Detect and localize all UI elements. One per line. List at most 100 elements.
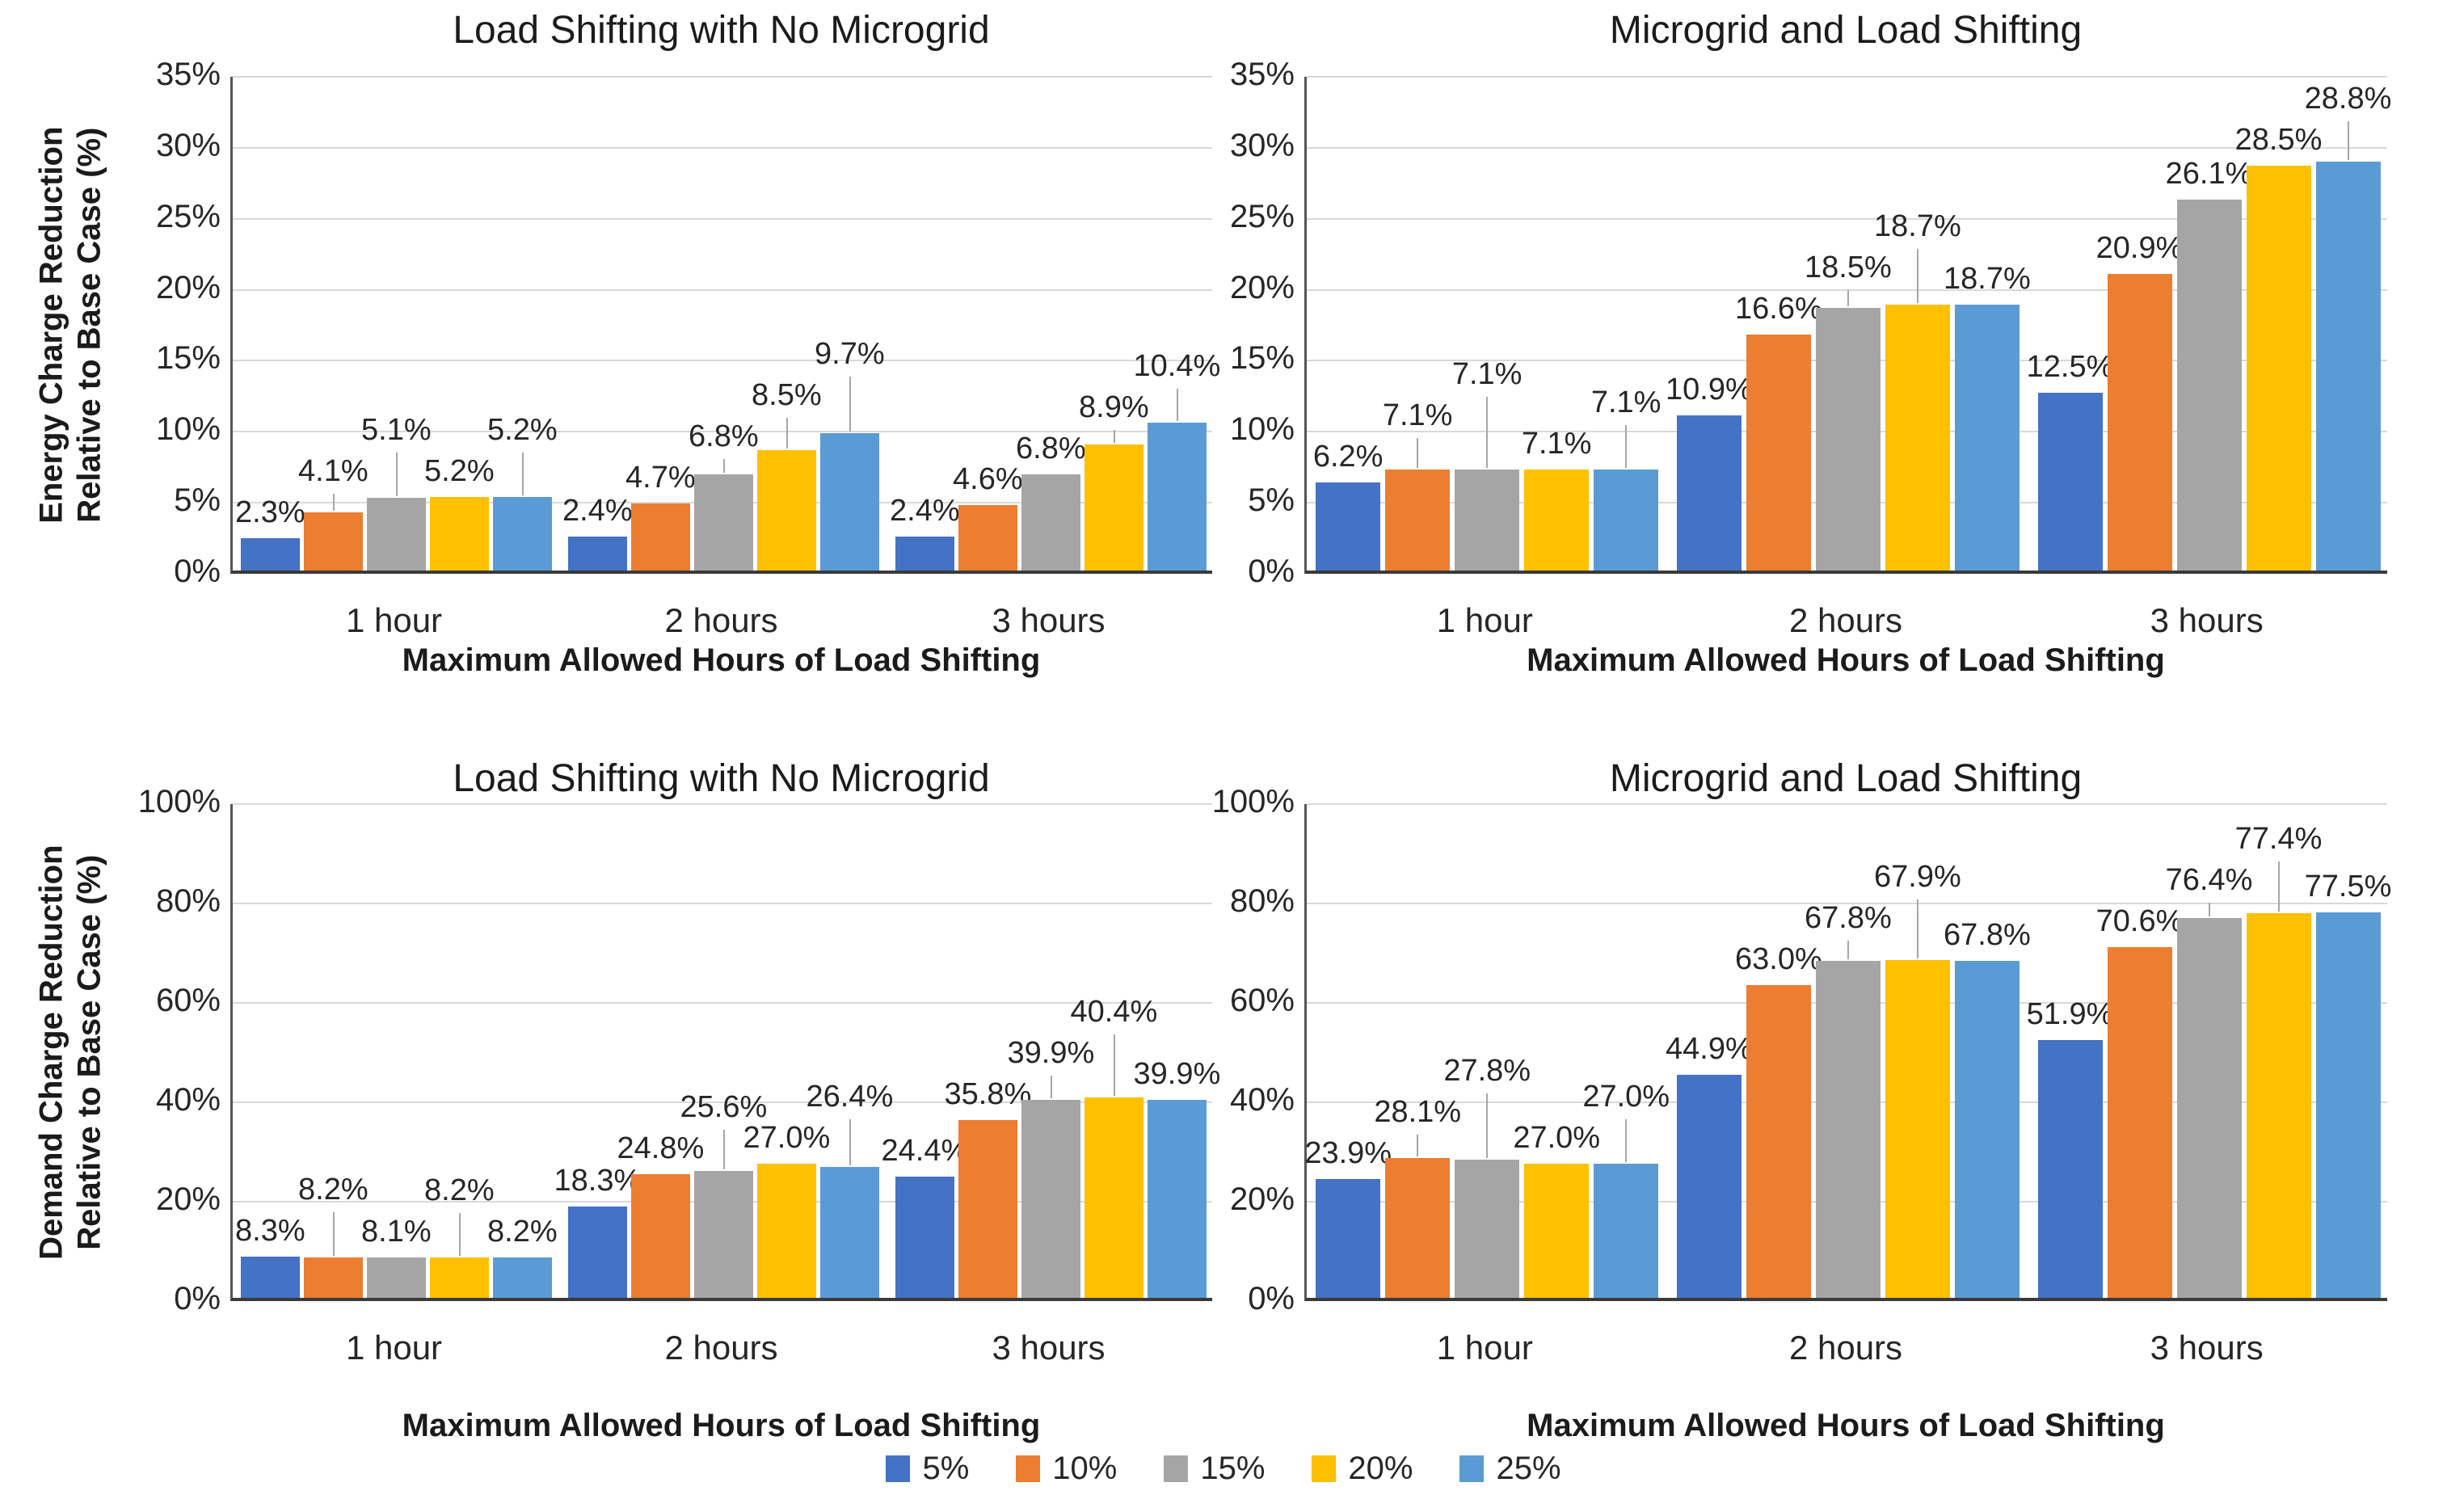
x-category-label: 2 hours — [664, 601, 778, 639]
label-leader-line — [785, 418, 788, 449]
plot-area: 8.3% 8.2% 8.1% 8.2% 8.2% 18.3% 24.8% 25.6% 27.0%… — [230, 803, 1220, 1301]
bar-value-label: 8.5% — [752, 378, 822, 413]
label-leader-line — [1113, 1034, 1115, 1096]
bar-5%-3-hours — [895, 536, 954, 571]
label-leader-line — [849, 1118, 851, 1165]
bar-value-label: 20.9% — [2095, 230, 2184, 265]
bar-10%-3-hours — [958, 505, 1017, 571]
bar-value-label: 2.4% — [562, 493, 633, 528]
x-category-label: 2 hours — [664, 1329, 778, 1367]
chart-title: Load Shifting with No Microgrid — [453, 9, 990, 52]
legend-swatch — [1459, 1455, 1485, 1482]
x-category-label: 3 hours — [2150, 601, 2264, 639]
bar-5%-2-hours — [1677, 1074, 1742, 1298]
bar-20%-3-hours — [1085, 1097, 1143, 1298]
label-leader-line — [1847, 940, 1849, 960]
gridline — [1307, 146, 2387, 149]
bar-value-label: 6.2% — [1312, 440, 1384, 474]
label-leader-line — [2208, 902, 2210, 917]
bar-15%-1-hour — [367, 498, 426, 571]
bar-value-label: 70.6% — [2095, 903, 2184, 938]
gridline — [233, 803, 1212, 805]
label-leader-line — [1417, 438, 1419, 469]
y-tick-label: 20% — [155, 269, 221, 305]
bar-10%-3-hours — [2107, 946, 2172, 1298]
bar-value-label: 8.3% — [235, 1213, 305, 1248]
bar-value-label: 26.1% — [2165, 157, 2253, 192]
label-leader-line — [849, 377, 851, 432]
y-tick-label: 25% — [1229, 198, 1295, 234]
label-leader-line — [458, 1213, 461, 1256]
label-leader-line — [1050, 1075, 1052, 1098]
gridline — [233, 360, 1212, 362]
x-axis-title: Maximum Allowed Hours of Load Shifting — [1527, 1408, 2165, 1443]
label-leader-line — [1176, 388, 1178, 422]
y-tick-label: 15% — [1229, 340, 1295, 377]
bar-value-label: 16.6% — [1735, 292, 1822, 326]
bar-value-label: 27.0% — [1513, 1120, 1601, 1155]
bar-value-label: 5.2% — [487, 412, 558, 447]
bar-value-label: 7.1% — [1590, 385, 1662, 420]
plot-area: 2.3% 4.1% 5.1% 5.2% 5.2% 2.4% 4.7% 6.8% 8.5% 9.7%… — [230, 76, 1220, 574]
bar-15%-3-hours — [1021, 1099, 1080, 1298]
gridline — [1307, 803, 2387, 805]
bar-15%-1-hour — [1455, 470, 1520, 571]
bar-20%-2-hours — [1885, 305, 1950, 571]
x-category-label: 1 hour — [1436, 601, 1533, 639]
y-tick-label: 40% — [155, 1082, 221, 1118]
legend-swatch — [1312, 1455, 1337, 1482]
label-leader-line — [521, 452, 524, 495]
y-tick-label: 100% — [137, 784, 221, 819]
bar-value-label: 27.0% — [1582, 1079, 1670, 1114]
bar-20%-1-hour — [430, 1257, 489, 1298]
bar-value-label: 7.1% — [1521, 427, 1592, 461]
bar-value-label: 51.9% — [2026, 996, 2114, 1031]
bar-15%-2-hours — [694, 474, 753, 571]
bar-5%-1-hour — [1316, 482, 1381, 571]
label-leader-line — [2277, 861, 2280, 912]
bar-value-label: 40.4% — [1070, 994, 1158, 1029]
bar-15%-2-hours — [694, 1170, 753, 1298]
x-category-label: 3 hours — [2150, 1329, 2264, 1367]
label-leader-line — [332, 493, 335, 511]
plot-area: 6.2% 7.1% 7.1% 7.1% 7.1% 10.9% 16.6% 18.5% 18.7%… — [1304, 76, 2391, 574]
bar-10%-1-hour — [304, 1257, 363, 1298]
bar-5%-1-hour — [1316, 1179, 1381, 1298]
y-tick-label: 40% — [1229, 1082, 1295, 1118]
bar-20%-3-hours — [1085, 444, 1143, 571]
bar-25%-2-hours — [820, 432, 879, 571]
legend-label: 5% — [922, 1451, 970, 1486]
gridline — [233, 76, 1212, 78]
label-leader-line — [722, 459, 725, 473]
gridline — [1307, 289, 2387, 291]
bar-value-label: 4.6% — [953, 462, 1023, 497]
bar-value-label: 67.8% — [1944, 918, 2031, 953]
bar-value-label: 5.1% — [361, 412, 432, 447]
label-leader-line — [1917, 899, 1918, 959]
bar-5%-3-hours — [895, 1176, 954, 1298]
bar-25%-2-hours — [1955, 961, 2020, 1298]
y-tick-label: 60% — [155, 983, 221, 1018]
y-tick-label: 80% — [1229, 883, 1295, 919]
bar-value-label: 63.0% — [1735, 941, 1822, 976]
y-tick-label: 0% — [1248, 1281, 1295, 1316]
bar-value-label: 4.1% — [298, 453, 369, 488]
gridline — [233, 146, 1212, 149]
bar-value-label: 7.1% — [1451, 357, 1523, 392]
bar-value-label: 8.9% — [1079, 390, 1149, 424]
y-tick-label: 25% — [155, 198, 221, 234]
legend-label: 20% — [1348, 1451, 1413, 1486]
bar-value-label: 9.7% — [815, 337, 885, 372]
bar-value-label: 27.0% — [743, 1120, 831, 1155]
y-tick-label: 30% — [155, 127, 221, 163]
bar-20%-1-hour — [1524, 470, 1590, 571]
y-tick-label: 15% — [155, 340, 221, 377]
bar-10%-1-hour — [304, 512, 363, 571]
bar-10%-3-hours — [958, 1119, 1017, 1298]
y-tick-label: 35% — [1229, 57, 1295, 92]
legend-label: 15% — [1200, 1451, 1266, 1486]
gridline — [233, 289, 1212, 291]
bar-value-label: 2.3% — [235, 495, 305, 529]
bar-value-label: 4.7% — [625, 461, 696, 495]
